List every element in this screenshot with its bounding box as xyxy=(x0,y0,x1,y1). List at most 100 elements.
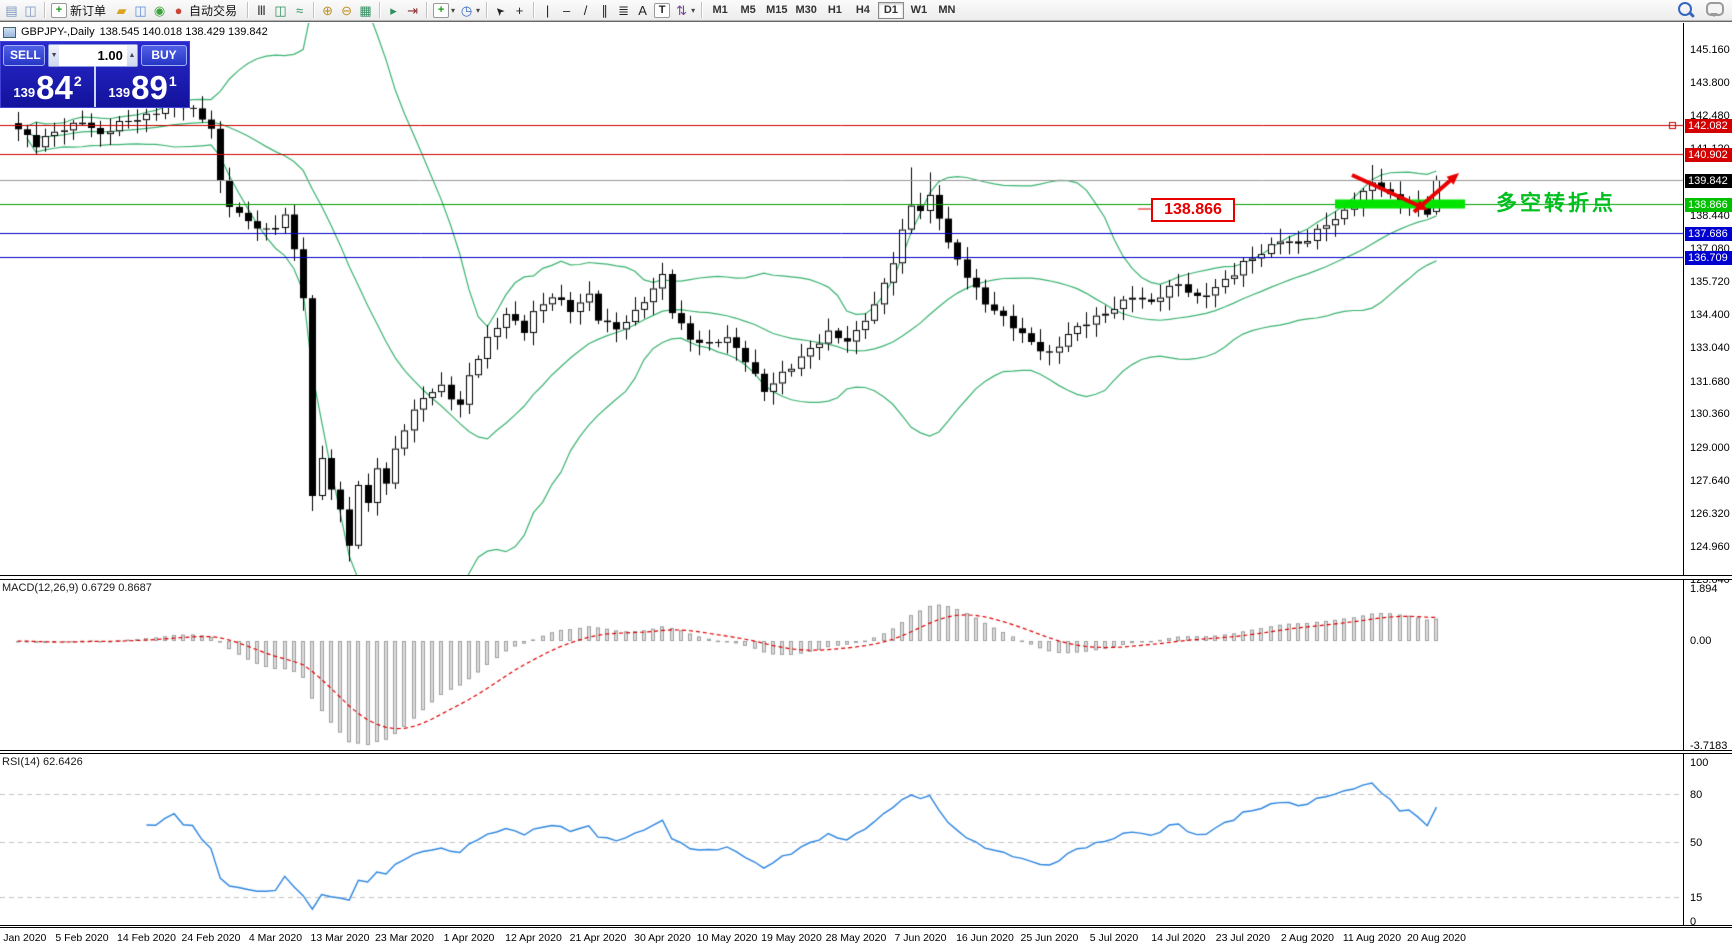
horizontal-line-icon[interactable]: – xyxy=(562,2,571,18)
zoom-out-icon[interactable]: ⊖ xyxy=(341,2,352,18)
trendline-icon[interactable]: / xyxy=(583,2,588,18)
timeframe-m1-button[interactable]: M1 xyxy=(707,2,733,19)
text-label-icon[interactable]: T xyxy=(654,2,671,18)
chart-window-icon xyxy=(3,26,16,38)
buy-price-pips: 89 xyxy=(131,69,168,106)
new-order-icon[interactable]: + xyxy=(51,2,67,18)
equidistant-channel-icon[interactable]: ∥ xyxy=(601,2,608,18)
price-axis-tick: 126.320 xyxy=(1690,507,1730,520)
time-axis[interactable]: 27 Jan 2020 5 Feb 2020 14 Feb 2020 24 Feb 2… xyxy=(0,928,1683,948)
tile-windows-icon[interactable]: ▦ xyxy=(359,2,372,18)
timeframe-h1-button[interactable]: H1 xyxy=(822,2,848,19)
date-axis-label: 19 May 2020 xyxy=(761,932,822,944)
chart-ohlc-values: 138.545 140.018 138.429 139.842 xyxy=(99,26,268,38)
chart-title-row: GBPJPY-,Daily 138.545 140.018 138.429 13… xyxy=(3,26,268,38)
date-axis-label: 1 Apr 2020 xyxy=(443,932,495,944)
rsi-axis-tick: 0 xyxy=(1690,916,1697,928)
search-icon[interactable] xyxy=(1678,2,1692,16)
date-axis-label: 7 Jun 2020 xyxy=(894,932,947,944)
chart-window[interactable]: GBPJPY-,Daily 138.545 140.018 138.429 13… xyxy=(0,21,1732,948)
buy-button[interactable]: BUY xyxy=(141,44,187,66)
toolbar-separator xyxy=(379,2,381,18)
timeframe-mn-button[interactable]: MN xyxy=(934,2,960,19)
bid-ask-display: 139 84 2 139 89 1 xyxy=(1,66,189,107)
sell-button[interactable]: SELL xyxy=(3,44,45,66)
macd-pane-canvas[interactable] xyxy=(0,580,1683,750)
sell-price-figure: 139 xyxy=(13,85,36,100)
date-axis-label: 10 May 2020 xyxy=(696,932,758,944)
main-toolbar: ▤ ◫ + 新订单 ▰ ◫ ◉ ● 自动交易 Ⅲ ◫ ≈ ⊕ ⊖ ▦ ▸ ⇥ + ▾ ◷ ▾ ➤ + | – / ∥ ≣ A T ⇅ ▾ M1 M… xyxy=(0,0,1732,21)
rsi-pane-canvas[interactable] xyxy=(0,754,1683,925)
line-chart-type-icon[interactable]: ≈ xyxy=(295,2,304,18)
timeframe-h4-button[interactable]: H4 xyxy=(850,2,876,19)
chart-profile-icon[interactable]: ◫ xyxy=(24,2,37,18)
volume-stepper: ▼ ▲ xyxy=(48,43,138,67)
trade-panel-controls: SELL ▼ ▲ BUY xyxy=(1,42,189,67)
price-axis-tick: 134.400 xyxy=(1690,308,1730,321)
volume-decrease-button[interactable]: ▼ xyxy=(49,44,60,66)
chart-symbol-period: GBPJPY-,Daily xyxy=(21,26,95,38)
fibonacci-icon[interactable]: ≣ xyxy=(618,2,630,18)
pane-separator[interactable] xyxy=(0,750,1732,754)
buy-price[interactable]: 139 89 1 xyxy=(96,66,189,107)
rsi-name: RSI(14) xyxy=(2,756,40,768)
macd-axis-tick: -3.7183 xyxy=(1690,740,1728,752)
timeframe-w1-button[interactable]: W1 xyxy=(906,2,932,19)
add-indicator-icon[interactable]: + xyxy=(433,2,450,18)
date-axis-label: 24 Feb 2020 xyxy=(181,932,241,944)
price-axis-tick: 143.800 xyxy=(1690,77,1730,90)
toolbar-right-icons xyxy=(1678,2,1724,17)
periods-icon-caret[interactable]: ▾ xyxy=(476,5,481,15)
auto-scroll-icon[interactable]: ▸ xyxy=(390,2,397,18)
volume-input[interactable] xyxy=(59,44,127,66)
text-icon[interactable]: A xyxy=(638,2,647,18)
one-click-trading-panel: SELL ▼ ▲ BUY 139 84 2 139 89 1 xyxy=(0,41,190,108)
metaeditor-icon[interactable]: ◫ xyxy=(134,2,147,18)
periods-icon[interactable]: ◷ xyxy=(460,2,473,18)
date-axis-label: 16 Jun 2020 xyxy=(956,932,1014,944)
price-annotation-label[interactable]: 138.866 xyxy=(1151,198,1235,222)
price-axis-tick: 145.160 xyxy=(1690,44,1730,56)
pane-separator[interactable] xyxy=(0,575,1732,580)
zoom-in-icon[interactable]: ⊕ xyxy=(322,2,333,18)
rsi-axis-tick: 15 xyxy=(1690,892,1703,905)
toolbar-separator xyxy=(313,2,315,18)
price-axis-tick: 138.440 xyxy=(1690,209,1730,222)
volume-increase-button[interactable]: ▲ xyxy=(126,44,137,66)
timeframe-d1-button[interactable]: D1 xyxy=(877,1,904,19)
date-axis-label: 23 Jul 2020 xyxy=(1215,932,1271,944)
turning-point-annotation[interactable]: 多空转折点 xyxy=(1496,192,1616,215)
crosshair-icon[interactable]: + xyxy=(515,2,524,18)
candlestick-type-icon[interactable]: ◫ xyxy=(274,2,287,18)
date-axis-label: 5 Jul 2020 xyxy=(1089,932,1139,944)
arrows-icon-caret[interactable]: ▾ xyxy=(691,5,696,15)
timeframe-m15-button[interactable]: M15 xyxy=(763,2,790,19)
rsi-indicator-label: RSI(14) 62.6426 xyxy=(2,756,83,768)
autotrade-icon[interactable]: ● xyxy=(174,2,183,18)
date-axis-label: 14 Feb 2020 xyxy=(117,932,176,944)
toolbar-separator xyxy=(701,2,703,18)
new-order-label[interactable]: 新订单 xyxy=(70,3,107,18)
price-chart-canvas[interactable] xyxy=(0,23,1683,576)
rsi-axis-tick: 50 xyxy=(1690,836,1703,849)
window-layout-icon[interactable]: ▤ xyxy=(5,2,18,18)
vertical-line-icon[interactable]: | xyxy=(545,2,550,18)
sell-price[interactable]: 139 84 2 xyxy=(1,66,96,107)
autotrade-label[interactable]: 自动交易 xyxy=(189,3,238,18)
price-axis[interactable]: 145.160143.800142.480141.120139.760138.4… xyxy=(1683,23,1732,928)
timeframe-m5-button[interactable]: M5 xyxy=(735,2,761,19)
date-axis-label: 27 Jan 2020 xyxy=(0,932,47,944)
chat-icon[interactable] xyxy=(1706,2,1724,17)
chart-shift-icon[interactable]: ⇥ xyxy=(407,2,418,18)
gold-bars-icon[interactable]: ▰ xyxy=(116,2,127,18)
macd-axis-tick: 0.00 xyxy=(1690,635,1712,647)
add-indicator-icon-caret[interactable]: ▾ xyxy=(451,5,456,15)
bar-chart-type-icon[interactable]: Ⅲ xyxy=(257,2,267,18)
price-axis-tick: 124.960 xyxy=(1690,541,1730,554)
signal-icon[interactable]: ◉ xyxy=(153,2,166,18)
toolbar-separator xyxy=(486,2,488,18)
sell-price-point: 2 xyxy=(73,73,82,89)
timeframe-m30-button[interactable]: M30 xyxy=(792,2,819,19)
buy-price-point: 1 xyxy=(168,73,177,89)
arrows-icon[interactable]: ⇅ xyxy=(676,2,688,18)
